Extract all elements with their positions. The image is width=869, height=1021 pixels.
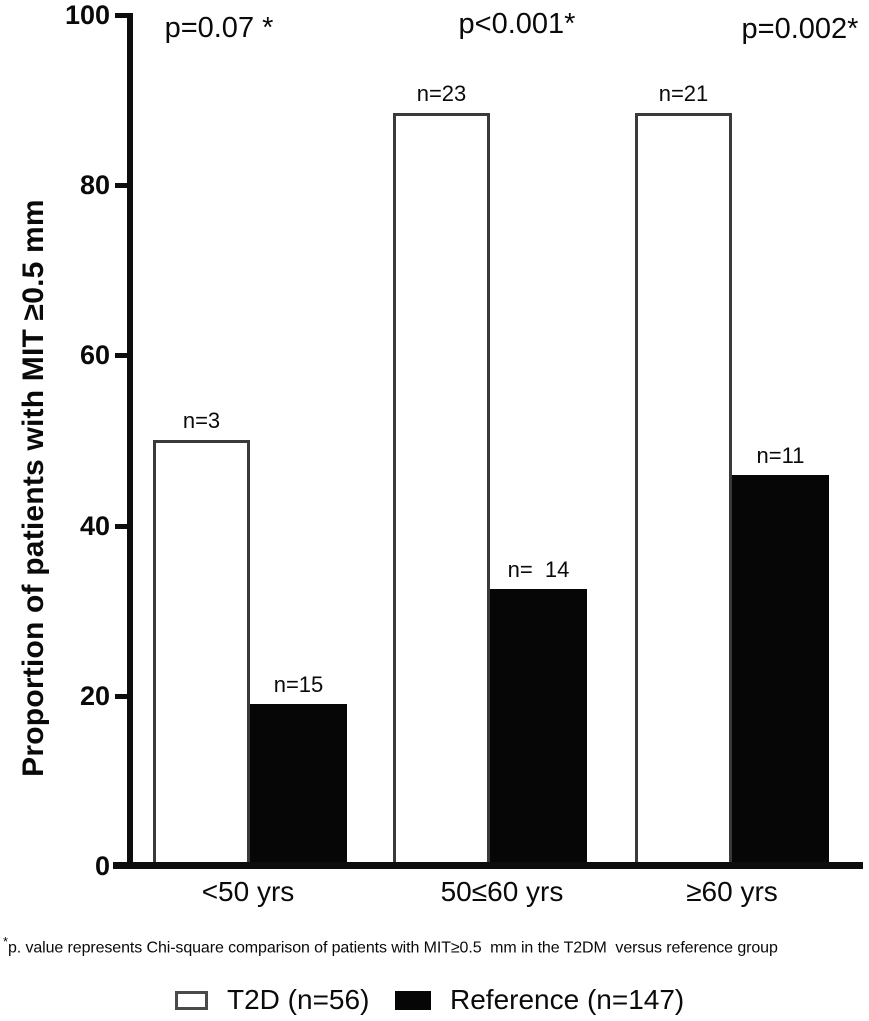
y-tick-label: 100 xyxy=(64,0,110,30)
legend-label-reference: Reference (n=147) xyxy=(450,984,685,1015)
bar-count-label: n=23 xyxy=(416,81,467,106)
p-value-label: p=0.002* xyxy=(741,13,859,45)
bar-count-label: n=21 xyxy=(658,81,709,106)
x-axis-label: <50 yrs xyxy=(201,876,295,907)
legend-swatch-reference xyxy=(395,991,431,1010)
x-axis-label: ≥60 yrs xyxy=(686,876,778,907)
y-axis-line xyxy=(127,13,133,869)
y-tick-label: 20 xyxy=(79,680,110,711)
p-value-label: p<0.001* xyxy=(458,8,576,40)
bar-t2d-1 xyxy=(393,113,490,866)
bar-reference-1 xyxy=(490,589,587,866)
legend-label-t2d: T2D (n=56) xyxy=(227,984,370,1015)
y-tick-mark xyxy=(115,13,129,18)
y-tick-label: 0 xyxy=(94,851,110,881)
footnote-asterisk: * xyxy=(3,934,8,949)
footnote-text: p. value represents Chi-square compariso… xyxy=(7,939,778,957)
y-tick-label: 40 xyxy=(79,510,110,541)
bar-reference-2 xyxy=(732,475,829,866)
footnote: *p. value represents Chi-square comparis… xyxy=(3,931,865,959)
x-axis-label: 50≤60 yrs xyxy=(440,876,564,907)
bar-count-label: n=15 xyxy=(273,672,324,697)
bar-count-label: n= 14 xyxy=(507,557,570,582)
y-tick-label: 60 xyxy=(79,340,110,371)
y-tick-mark xyxy=(115,353,129,359)
bar-count-label: n=3 xyxy=(182,408,221,433)
p-value-label: p=0.07 * xyxy=(164,12,274,44)
y-tick-mark xyxy=(115,183,129,189)
bar-t2d-2 xyxy=(635,113,732,866)
bar-reference-0 xyxy=(250,704,347,866)
y-tick-label: 80 xyxy=(79,170,110,201)
x-axis-line xyxy=(113,862,863,869)
legend-swatch-t2d xyxy=(175,991,208,1010)
y-tick-mark xyxy=(115,693,129,699)
y-tick-mark xyxy=(115,523,129,529)
bar-count-label: n=11 xyxy=(756,443,805,468)
bar-t2d-0 xyxy=(153,440,250,866)
